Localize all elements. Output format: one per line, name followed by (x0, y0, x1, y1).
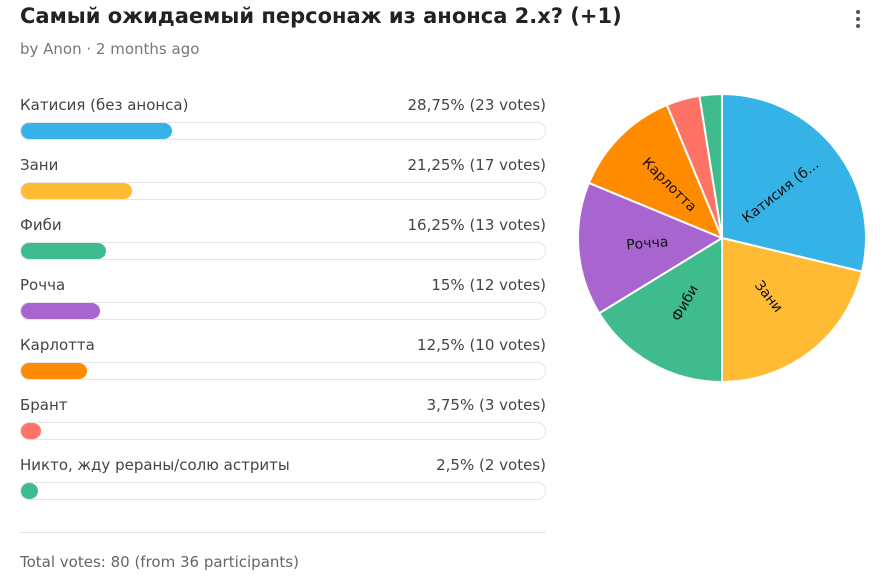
option-label: Фиби (20, 216, 62, 234)
total-votes: Total votes: 80 (from 36 participants) (20, 553, 299, 571)
pie-slice[interactable] (698, 92, 723, 239)
poll-option: Рочча 15% (12 votes) (20, 274, 546, 334)
option-progress-bar (21, 183, 133, 199)
option-progress-bar (21, 363, 87, 379)
option-progress-bar (21, 303, 100, 319)
pie-slice[interactable] (587, 103, 724, 240)
option-value: 2,5% (2 votes) (436, 456, 546, 474)
option-progress-bar (21, 483, 38, 499)
poll-title: Самый ожидаемый персонаж из анонса 2.х? … (20, 4, 622, 28)
option-label: Зани (20, 156, 59, 174)
option-progress-track (20, 122, 546, 140)
option-progress-track (20, 182, 546, 200)
option-label: Брант (20, 396, 68, 414)
option-progress-track (20, 362, 546, 380)
option-progress-track (20, 302, 546, 320)
option-value: 15% (12 votes) (431, 276, 546, 294)
poll-option: Фиби 16,25% (13 votes) (20, 214, 546, 274)
option-progress-bar (21, 423, 41, 439)
poll-meta: by Anon · 2 months ago (20, 40, 200, 58)
option-progress-bar (21, 243, 107, 259)
option-progress-track (20, 422, 546, 440)
pie-slice[interactable] (721, 236, 864, 384)
poll-option: Катисия (без анонса) 28,75% (23 votes) (20, 94, 546, 154)
divider (20, 532, 546, 533)
option-value: 3,75% (3 votes) (426, 396, 546, 414)
pie-slice[interactable] (721, 92, 867, 273)
poll-option: Брант 3,75% (3 votes) (20, 394, 546, 454)
option-value: 21,25% (17 votes) (407, 156, 546, 174)
poll-option: Зани 21,25% (17 votes) (20, 154, 546, 214)
option-value: 12,5% (10 votes) (417, 336, 546, 354)
poll-option: Карлотта 12,5% (10 votes) (20, 334, 546, 394)
more-vertical-icon[interactable] (848, 8, 868, 30)
option-value: 16,25% (13 votes) (407, 216, 546, 234)
pie-slice[interactable] (577, 181, 725, 315)
option-label: Никто, жду рераны/солю астриты (20, 456, 290, 474)
pie-slice-label: Рочча (626, 234, 669, 253)
option-progress-track (20, 482, 546, 500)
option-label: Рочча (20, 276, 66, 294)
option-value: 28,75% (23 votes) (407, 96, 546, 114)
option-progress-track (20, 242, 546, 260)
poll-option: Никто, жду рераны/солю астриты 2,5% (2 vo… (20, 454, 546, 514)
pie-slice[interactable] (597, 236, 723, 384)
poll-options: Катисия (без анонса) 28,75% (23 votes) Зан… (20, 94, 546, 514)
option-progress-bar (21, 123, 172, 139)
option-label: Катисия (без анонса) (20, 96, 189, 114)
option-label: Карлотта (20, 336, 95, 354)
